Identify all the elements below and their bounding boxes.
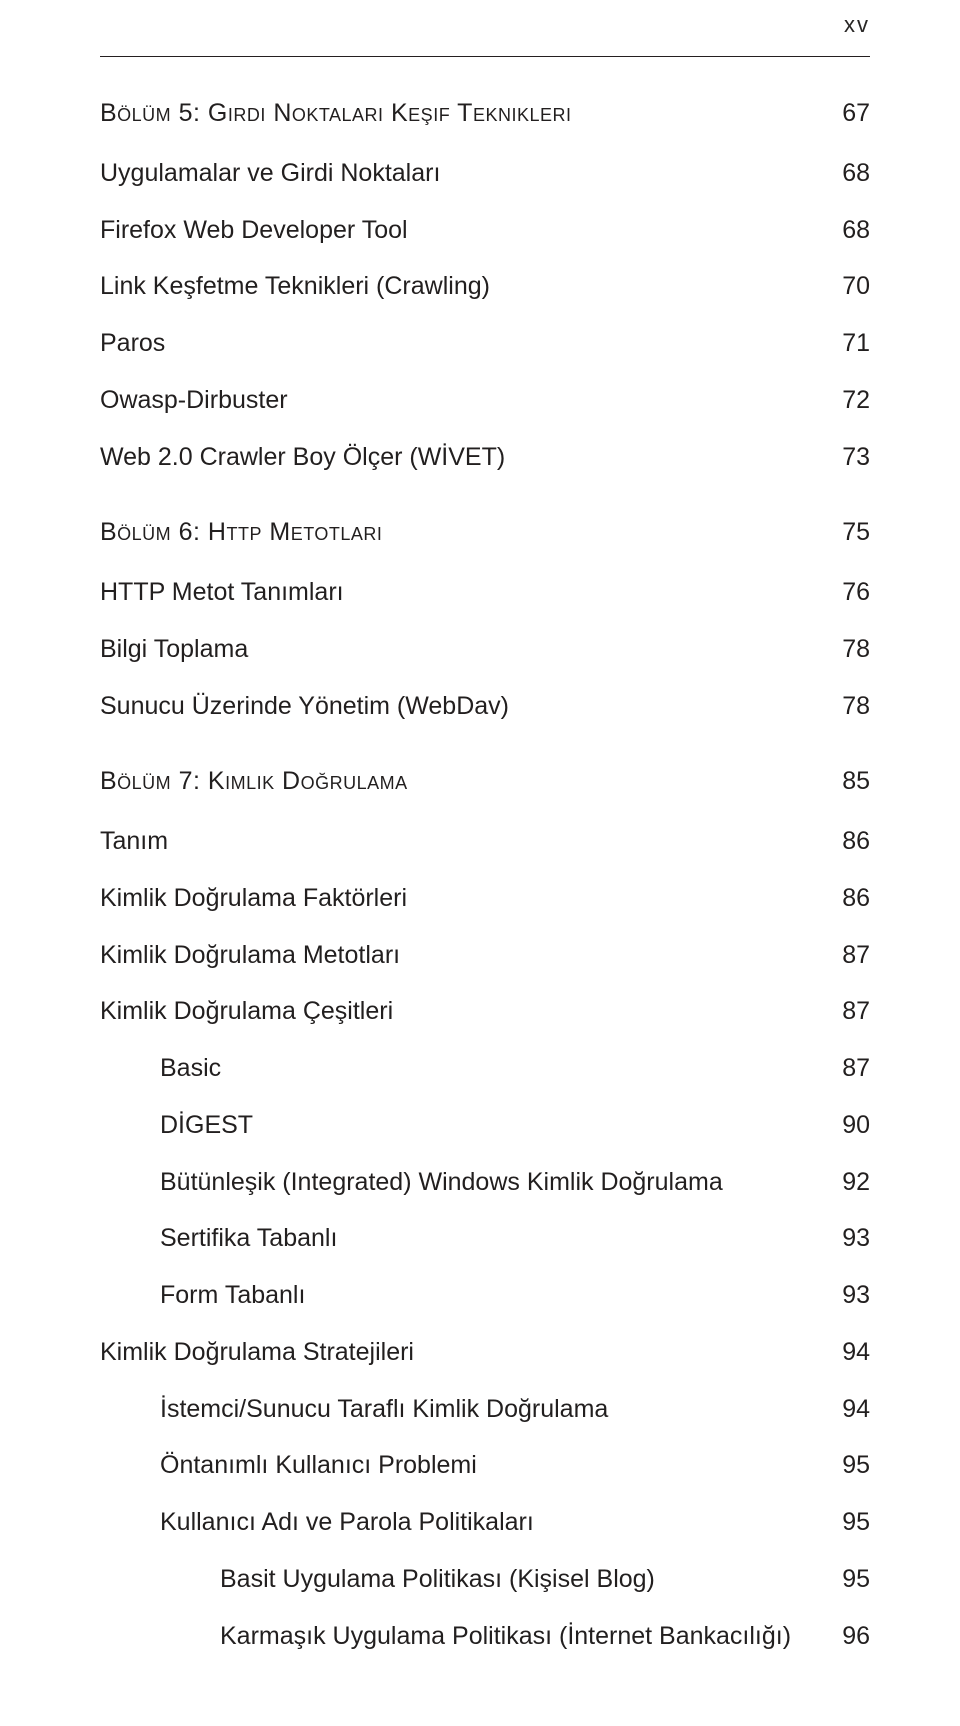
toc-label: Bölüm 7: Kimlik Doğrulama xyxy=(100,765,824,799)
toc-entry: Link Keşfetme Teknikleri (Crawling)70 xyxy=(100,270,870,304)
toc-page-number: 95 xyxy=(824,1565,870,1594)
toc-label: Kullanıcı Adı ve Parola Politikaları xyxy=(100,1506,824,1540)
toc-label: Öntanımlı Kullanıcı Problemi xyxy=(100,1449,824,1483)
toc-entry: İstemci/Sunucu Taraflı Kimlik Doğrulama9… xyxy=(100,1393,870,1427)
toc-page-number: 78 xyxy=(824,635,870,664)
toc-page-number: 96 xyxy=(824,1622,870,1651)
toc-page-number: 71 xyxy=(824,329,870,358)
toc-label: Owasp-Dirbuster xyxy=(100,384,824,418)
toc-label: Form Tabanlı xyxy=(100,1279,824,1313)
toc-label: Kimlik Doğrulama Çeşitleri xyxy=(100,995,824,1029)
toc-entry: DİGEST90 xyxy=(100,1109,870,1143)
toc-label: Bölüm 5: Girdi Noktaları Keşif Teknikler… xyxy=(100,97,824,131)
toc-page-number: 86 xyxy=(824,884,870,913)
toc-label: Basit Uygulama Politikası (Kişisel Blog) xyxy=(100,1563,824,1597)
toc-page-number: 95 xyxy=(824,1451,870,1480)
toc-page-number: 85 xyxy=(824,767,870,796)
toc-entry: Kimlik Doğrulama Çeşitleri87 xyxy=(100,995,870,1029)
toc-label: Firefox Web Developer Tool xyxy=(100,214,824,248)
header-rule xyxy=(100,56,870,57)
page-header: xv xyxy=(100,0,870,56)
toc-entry: Karmaşık Uygulama Politikası (İnternet B… xyxy=(100,1620,870,1654)
toc-entry: Web 2.0 Crawler Boy Ölçer (WİVET)73 xyxy=(100,441,870,475)
toc-label: Kimlik Doğrulama Metotları xyxy=(100,939,824,973)
toc-label: DİGEST xyxy=(100,1109,824,1143)
toc-chapter-heading: Bölüm 7: Kimlik Doğrulama85 xyxy=(100,765,870,799)
toc-entry: Basit Uygulama Politikası (Kişisel Blog)… xyxy=(100,1563,870,1597)
toc-chapter-heading: Bölüm 6: Http Metotları75 xyxy=(100,516,870,550)
toc-label: Link Keşfetme Teknikleri (Crawling) xyxy=(100,270,824,304)
toc-entry: Bilgi Toplama78 xyxy=(100,633,870,667)
toc-entry: Sunucu Üzerinde Yönetim (WebDav)78 xyxy=(100,690,870,724)
toc-page-number: 94 xyxy=(824,1338,870,1367)
toc-entry: Paros71 xyxy=(100,327,870,361)
toc-label: Kimlik Doğrulama Faktörleri xyxy=(100,882,824,916)
toc-page-number: 86 xyxy=(824,827,870,856)
toc-entry: Kimlik Doğrulama Metotları87 xyxy=(100,939,870,973)
toc-page-number: 73 xyxy=(824,443,870,472)
toc-chapter-heading: Bölüm 5: Girdi Noktaları Keşif Teknikler… xyxy=(100,97,870,131)
toc-page-number: 72 xyxy=(824,386,870,415)
toc-label: Uygulamalar ve Girdi Noktaları xyxy=(100,157,824,191)
toc-label: İstemci/Sunucu Taraflı Kimlik Doğrulama xyxy=(100,1393,824,1427)
toc-page-number: 67 xyxy=(824,99,870,128)
toc-label: Web 2.0 Crawler Boy Ölçer (WİVET) xyxy=(100,441,824,475)
toc-entry: Bütünleşik (Integrated) Windows Kimlik D… xyxy=(100,1166,870,1200)
toc-entry: Firefox Web Developer Tool68 xyxy=(100,214,870,248)
toc-label: HTTP Metot Tanımları xyxy=(100,576,824,610)
toc-page-number: 92 xyxy=(824,1168,870,1197)
toc-page-number: 78 xyxy=(824,692,870,721)
toc-entry: Basic87 xyxy=(100,1052,870,1086)
toc-page-number: 68 xyxy=(824,216,870,245)
toc-page-number: 75 xyxy=(824,518,870,547)
toc-entry: HTTP Metot Tanımları76 xyxy=(100,576,870,610)
toc-entry: Kullanıcı Adı ve Parola Politikaları95 xyxy=(100,1506,870,1540)
toc-page-number: 70 xyxy=(824,272,870,301)
toc-label: Bütünleşik (Integrated) Windows Kimlik D… xyxy=(100,1166,824,1200)
toc-page-number: 68 xyxy=(824,159,870,188)
toc-page-number: 95 xyxy=(824,1508,870,1537)
toc-label: Bölüm 6: Http Metotları xyxy=(100,516,824,550)
toc-entry: Uygulamalar ve Girdi Noktaları68 xyxy=(100,157,870,191)
toc-label: Karmaşık Uygulama Politikası (İnternet B… xyxy=(100,1620,824,1654)
toc-page-number: 87 xyxy=(824,997,870,1026)
toc-page-number: 76 xyxy=(824,578,870,607)
toc-label: Sunucu Üzerinde Yönetim (WebDav) xyxy=(100,690,824,724)
toc-entry: Form Tabanlı93 xyxy=(100,1279,870,1313)
page-folio: xv xyxy=(844,12,870,38)
toc-page-number: 94 xyxy=(824,1395,870,1424)
toc-entry: Kimlik Doğrulama Stratejileri94 xyxy=(100,1336,870,1370)
toc-label: Kimlik Doğrulama Stratejileri xyxy=(100,1336,824,1370)
toc-label: Bilgi Toplama xyxy=(100,633,824,667)
toc-page-number: 87 xyxy=(824,1054,870,1083)
toc-label: Sertifika Tabanlı xyxy=(100,1222,824,1256)
toc-entry: Owasp-Dirbuster72 xyxy=(100,384,870,418)
toc-entry: Kimlik Doğrulama Faktörleri86 xyxy=(100,882,870,916)
toc-page-number: 87 xyxy=(824,941,870,970)
table-of-contents: Bölüm 5: Girdi Noktaları Keşif Teknikler… xyxy=(100,97,870,1653)
toc-page-number: 93 xyxy=(824,1224,870,1253)
toc-entry: Öntanımlı Kullanıcı Problemi95 xyxy=(100,1449,870,1483)
toc-label: Tanım xyxy=(100,825,824,859)
toc-label: Basic xyxy=(100,1052,824,1086)
toc-entry: Tanım86 xyxy=(100,825,870,859)
toc-entry: Sertifika Tabanlı93 xyxy=(100,1222,870,1256)
toc-page-number: 90 xyxy=(824,1111,870,1140)
toc-page-number: 93 xyxy=(824,1281,870,1310)
toc-label: Paros xyxy=(100,327,824,361)
